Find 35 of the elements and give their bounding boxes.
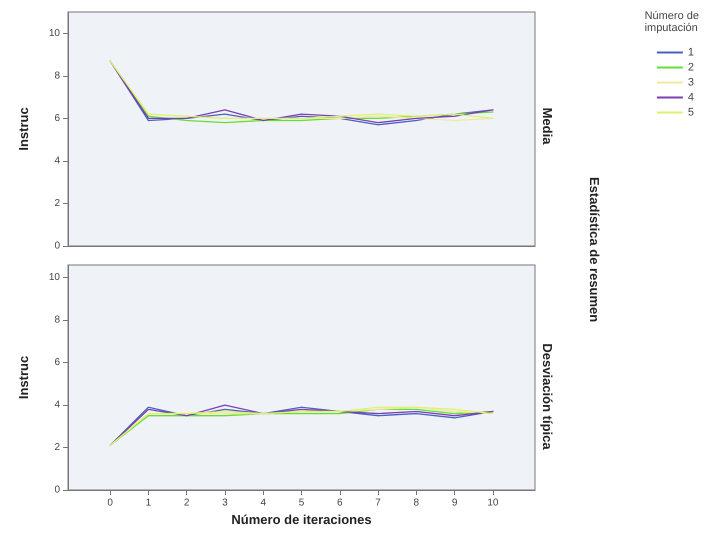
y-tick-label: 6 xyxy=(54,112,60,124)
y-axis-title: Instruc xyxy=(16,356,31,400)
y-tick-label: 2 xyxy=(54,442,60,454)
x-tick-label: 5 xyxy=(298,498,305,508)
text: Desviación típica xyxy=(540,343,555,450)
x-tick-label: 10 xyxy=(487,498,499,508)
x-axis-title: Número de iteraciones xyxy=(231,512,372,527)
legend-title: Número de imputación xyxy=(644,10,700,34)
y-tick-label: 6 xyxy=(54,357,60,368)
x-tick-label: 7 xyxy=(375,498,382,508)
x-tick-label: 8 xyxy=(414,498,420,508)
legend-label: 2 xyxy=(688,62,694,74)
legend-label: 1 xyxy=(688,46,694,58)
y-tick-label: 0 xyxy=(54,484,60,496)
y-tick-label: 8 xyxy=(54,70,60,82)
y-tick-label: 0 xyxy=(54,240,60,252)
x-tick-label: 6 xyxy=(336,498,343,508)
y-tick-label: 2 xyxy=(54,198,60,209)
legend-label: 3 xyxy=(688,76,694,88)
y-tick-label: 10 xyxy=(48,28,60,39)
y-axis-title: Instruc xyxy=(16,107,31,151)
x-tick-label: 1 xyxy=(146,498,152,508)
y-tick-label: 4 xyxy=(54,155,60,166)
y-tick-label: 4 xyxy=(54,400,60,411)
x-tick-label: 4 xyxy=(260,498,266,508)
text: Estadística de resumen xyxy=(586,176,602,325)
x-tick-label: 2 xyxy=(184,498,190,508)
legend-label: 4 xyxy=(688,92,694,104)
text: Media xyxy=(540,108,555,146)
legend-label: 5 xyxy=(688,106,694,118)
x-tick-label: 9 xyxy=(452,498,458,508)
x-tick-label: 3 xyxy=(222,498,228,508)
x-tick-label: 0 xyxy=(107,498,114,508)
y-tick-label: 10 xyxy=(48,272,60,284)
y-tick-label: 8 xyxy=(54,314,60,326)
